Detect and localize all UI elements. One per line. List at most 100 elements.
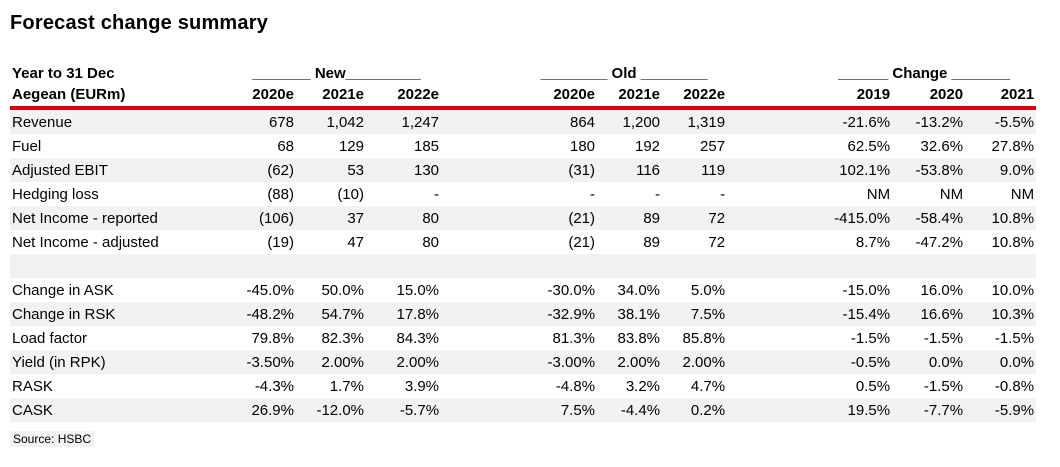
- cell-new-2022e: [366, 254, 441, 278]
- cell-new-2021e: 37: [347, 209, 364, 227]
- row-label: Hedging loss: [12, 185, 99, 203]
- column-gap: [441, 374, 521, 398]
- cell-old-2021e: 1,200: [622, 113, 661, 131]
- cell-new-2020e: -4.3%: [254, 377, 294, 395]
- column-gap: [441, 158, 521, 182]
- cell-old-2022e: 119: [701, 161, 726, 179]
- column-gap: [727, 230, 812, 254]
- group-header-new: _______ New_________: [252, 65, 421, 82]
- cell-old-2021e: 34.0%: [617, 281, 661, 299]
- row-label: Net Income - adjusted: [12, 233, 159, 251]
- column-gap: [727, 56, 812, 82]
- cell-change-2021: 10.0%: [991, 281, 1035, 299]
- table-row: Load factor 79.8% 82.3% 84.3% 81.3% 83.8% 85.8…: [10, 326, 1036, 350]
- row-label: Fuel: [12, 137, 42, 155]
- column-gap: [441, 56, 521, 82]
- column-gap: [441, 82, 522, 110]
- column-gap: [441, 398, 521, 422]
- column-gap: [727, 326, 812, 350]
- cell-new-2022e: 3.9%: [404, 377, 440, 395]
- cell-change-2020: NM: [939, 185, 964, 203]
- cell-change-2019: -21.6%: [842, 113, 891, 131]
- column-gap: [727, 206, 812, 230]
- table-row: Change in RSK -48.2% 54.7% 17.8% -32.9% 38.1%…: [10, 302, 1037, 326]
- cell-change-2021: 10.8%: [991, 233, 1035, 251]
- header-change-2019: 2019: [812, 82, 893, 110]
- cell-change-2021: -1.5%: [994, 329, 1035, 347]
- cell-change-2019: [812, 254, 892, 278]
- cell-new-2020e: [232, 254, 296, 278]
- cell-new-2022e: 17.8%: [396, 305, 440, 323]
- column-gap: [727, 374, 812, 398]
- cell-change-2020: 32.6%: [920, 137, 964, 155]
- cell-old-2020e: (31): [568, 161, 596, 179]
- cell-new-2021e: (10): [337, 185, 364, 203]
- header-old-2022e: 2022e: [662, 82, 728, 110]
- cell-old-2020e: -3.00%: [547, 353, 596, 371]
- cell-change-2020: -1.5%: [923, 329, 964, 347]
- page-title: Forecast change summary: [10, 12, 269, 34]
- cell-change-2019: 62.5%: [847, 137, 891, 155]
- cell-change-2021: 0.0%: [999, 353, 1035, 371]
- table-row: CASK 26.9% -12.0% -5.7% 7.5% -4.4% 0.2% 19.5% -7…: [10, 398, 1037, 422]
- cell-new-2021e: 2.00%: [321, 353, 364, 371]
- header-entity-label: Aegean (EURm): [10, 82, 232, 110]
- cell-change-2020: -53.8%: [915, 161, 964, 179]
- row-label: Revenue: [12, 113, 73, 131]
- column-gap: [441, 230, 521, 254]
- cell-old-2021e: 38.1%: [617, 305, 661, 323]
- cell-old-2021e: 89: [643, 233, 661, 251]
- cell-old-2020e: -4.8%: [555, 377, 596, 395]
- column-gap: [441, 302, 521, 326]
- cell-old-2022e: -: [720, 185, 726, 203]
- row-label: [10, 254, 232, 278]
- cell-new-2021e: -12.0%: [316, 401, 364, 419]
- cell-new-2020e: -45.0%: [246, 281, 294, 299]
- cell-new-2020e: (88): [267, 185, 294, 203]
- cell-new-2022e: 84.3%: [396, 329, 440, 347]
- row-label: Net Income - reported: [12, 209, 158, 227]
- cell-old-2020e: [521, 254, 597, 278]
- cell-old-2022e: 85.8%: [682, 329, 726, 347]
- cell-new-2022e: 80: [422, 209, 440, 227]
- table-row: Net Income - adjusted (19) 47 80 (21) 89 72 8.7…: [10, 230, 1036, 254]
- group-header-change: ______ Change _______: [838, 65, 1010, 82]
- table-body: Revenue 678 1,042 1,247 864 1,200 1,319 -21.6% -…: [10, 108, 1037, 422]
- cell-change-2021: NM: [1010, 185, 1035, 203]
- cell-change-2021: -5.5%: [994, 113, 1035, 131]
- cell-old-2021e: -4.4%: [620, 401, 661, 419]
- cell-change-2020: 16.6%: [920, 305, 964, 323]
- cell-change-2019: NM: [866, 185, 891, 203]
- cell-new-2021e: 82.3%: [321, 329, 364, 347]
- source-note: Source: HSBC: [10, 431, 95, 447]
- cell-change-2020: [892, 254, 965, 278]
- cell-old-2021e: 83.8%: [617, 329, 661, 347]
- cell-old-2022e: 2.00%: [682, 353, 726, 371]
- cell-old-2020e: 180: [570, 137, 596, 155]
- column-gap: [727, 278, 812, 302]
- cell-new-2021e: 53: [347, 161, 364, 179]
- cell-change-2020: 16.0%: [920, 281, 964, 299]
- cell-old-2020e: (21): [568, 209, 596, 227]
- cell-change-2019: 102.1%: [839, 161, 891, 179]
- column-gap: [441, 206, 521, 230]
- cell-old-2020e: -: [590, 185, 596, 203]
- table-row: Adjusted EBIT (62) 53 130 (31) 116 119 102.1% -5…: [10, 158, 1037, 182]
- cell-old-2020e: 864: [570, 113, 596, 131]
- table-row: [10, 254, 1037, 278]
- column-gap: [727, 398, 812, 422]
- table-row: RASK -4.3% 1.7% 3.9% -4.8% 3.2% 4.7% 0.5% -1.5% -…: [10, 374, 1036, 398]
- cell-old-2021e: -: [655, 185, 661, 203]
- cell-old-2020e: -32.9%: [547, 305, 596, 323]
- row-label: Load factor: [12, 329, 88, 347]
- cell-change-2020: -7.7%: [923, 401, 964, 419]
- cell-new-2020e: 26.9%: [251, 401, 294, 419]
- cell-old-2022e: 1,319: [687, 113, 726, 131]
- cell-change-2021: [965, 254, 1036, 278]
- row-label: CASK: [12, 401, 53, 419]
- column-gap: [441, 254, 521, 278]
- cell-old-2022e: 72: [708, 233, 726, 251]
- cell-new-2021e: 50.0%: [321, 281, 364, 299]
- header-year-to-label: Year to 31 Dec: [12, 65, 115, 82]
- cell-new-2022e: 1,247: [401, 113, 440, 131]
